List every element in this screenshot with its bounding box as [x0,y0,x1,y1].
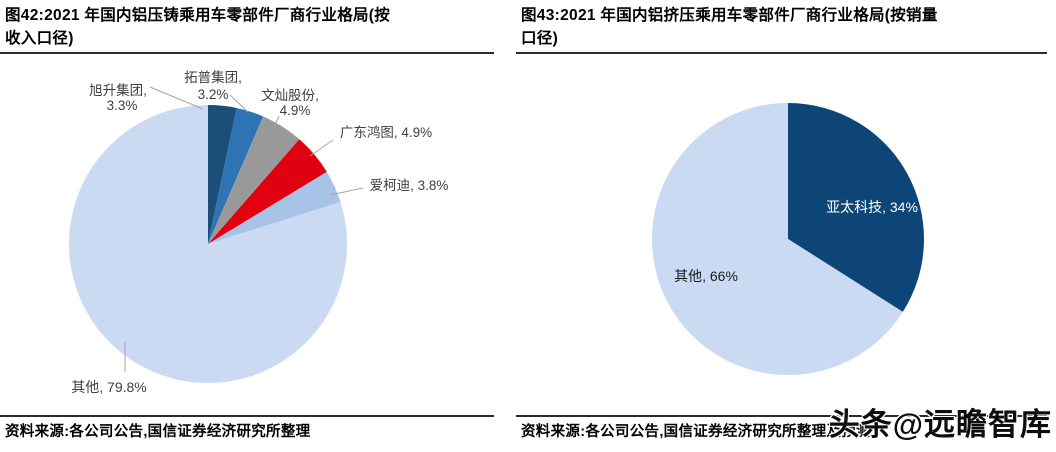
figure-43: 图43:2021 年国内铝挤压乘用车零部件厂商行业格局(按销量 口径) 亚太科技… [516,0,1050,452]
figure-43-title-line2: 口径) [521,30,559,47]
pie-chart-die-casting: 旭升集团, 3.3% 拓普集团, 3.2% 文灿股份, 4.9% 广东鸿图, 4.9% 爱柯迪… [0,53,497,413]
figure-43-bottom-divider [516,415,1047,417]
figure-43-source-note: 资料来源:各公司公告,国信证券经济研究所整理及预测 [521,424,871,440]
figure-42-title-line1: 图42:2021 年国内铝压铸乘用车零部件厂商行业格局(按 [5,7,391,24]
pie-slice [208,107,264,244]
figure-43-title-line1: 图43:2021 年国内铝挤压乘用车零部件厂商行业格局(按销量 [521,7,938,24]
pie-slice [651,103,903,375]
label-leader-line [329,187,364,196]
pie-svg: 亚太科技, 34% 其他, 66% [651,103,924,375]
pie-slice-label: 其他, 66% [674,268,738,284]
figure-43-title-divider [516,52,1047,54]
figure-42-bottom-divider [0,415,494,417]
label-leader-line [149,86,204,110]
pie-slice [208,105,237,244]
label-leader-line [272,115,280,131]
pie-slice-label: 3.3% [107,98,138,113]
pie-slice-label: 文灿股份, [261,88,319,103]
figure-42-title-divider [0,52,494,54]
pie-svg: 旭升集团,3.3% 拓普集团, 3.2% 文灿股份,4.9% 广东鸿图, 4.9% 爱柯迪… [69,70,449,395]
figure-42-source-note: 资料来源:各公司公告,国信证券经济研究所整理 [5,424,311,440]
figure-42-title-line2: 收入口径) [5,30,74,47]
pie-slice-label: 4.9% [280,103,311,118]
pie-slice-label: 3.2% [198,87,229,102]
label-leader-line [309,139,334,157]
pie-slice [69,105,348,383]
pie-slice-label: 爱柯迪, 3.8% [370,178,449,193]
pie-slice-label: 广东鸿图, 4.9% [340,124,432,140]
pie-slice-label: 其他, 79.8% [71,379,146,395]
pie-slice [788,103,924,312]
pie-slice [208,116,300,244]
label-leader-line [229,94,249,113]
figure-42: 图42:2021 年国内铝压铸乘用车零部件厂商行业格局(按 收入口径) 旭升集团… [0,0,497,452]
pie-slice [208,139,327,244]
pie-slice-label: 拓普集团, [184,70,242,85]
pie-slice [208,171,341,244]
pie-slice-label: 旭升集团, [89,83,147,98]
figure-42-title: 图42:2021 年国内铝压铸乘用车零部件厂商行业格局(按 收入口径) [5,4,497,50]
pie-slice-label: 亚太科技, 34% [826,199,918,215]
pie-chart-extrusion: 亚太科技, 34% 其他, 66% [516,53,1056,413]
figure-43-title: 图43:2021 年国内铝挤压乘用车零部件厂商行业格局(按销量 口径) [521,4,1050,50]
